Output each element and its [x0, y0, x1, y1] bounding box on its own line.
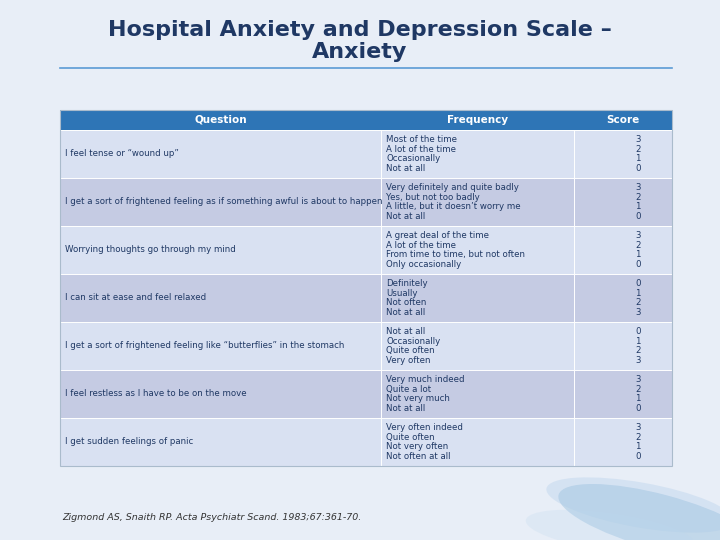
Text: Occasionally: Occasionally [387, 337, 441, 346]
Text: 2: 2 [635, 193, 641, 202]
Text: Quite often: Quite often [387, 346, 435, 355]
Text: 1: 1 [635, 337, 641, 346]
Text: A lot of the time: A lot of the time [387, 241, 456, 249]
Text: 1: 1 [635, 289, 641, 298]
Ellipse shape [546, 477, 720, 532]
Text: 1: 1 [635, 442, 641, 451]
Text: I get a sort of frightened feeling as if something awful is about to happen: I get a sort of frightened feeling as if… [65, 198, 382, 206]
Text: A little, but it doesn’t worry me: A little, but it doesn’t worry me [387, 202, 521, 211]
Text: Yes, but not too badly: Yes, but not too badly [387, 193, 480, 202]
Text: Quite a lot: Quite a lot [387, 384, 431, 394]
Text: 3: 3 [635, 356, 641, 365]
Text: Not often at all: Not often at all [387, 452, 451, 461]
Text: 0: 0 [635, 279, 641, 288]
Text: Very definitely and quite badly: Very definitely and quite badly [387, 183, 519, 192]
Text: 3: 3 [635, 231, 641, 240]
Text: I get sudden feelings of panic: I get sudden feelings of panic [65, 437, 193, 447]
Text: I can sit at ease and feel relaxed: I can sit at ease and feel relaxed [65, 294, 206, 302]
Bar [60, 130, 672, 178]
Text: 0: 0 [635, 164, 641, 173]
Text: Very much indeed: Very much indeed [387, 375, 465, 384]
Text: Not at all: Not at all [387, 212, 426, 221]
Text: 2: 2 [635, 384, 641, 394]
Ellipse shape [526, 510, 694, 540]
Text: 2: 2 [635, 433, 641, 442]
Text: 1: 1 [635, 394, 641, 403]
Text: 0: 0 [635, 452, 641, 461]
Text: Most of the time: Most of the time [387, 135, 457, 144]
Text: I get a sort of frightened feeling like “butterflies” in the stomach: I get a sort of frightened feeling like … [65, 341, 344, 350]
Text: Very often indeed: Very often indeed [387, 423, 463, 432]
Text: Not at all: Not at all [387, 308, 426, 317]
Bar [60, 418, 672, 466]
Text: 0: 0 [635, 260, 641, 269]
Bar [60, 110, 672, 466]
Text: Quite often: Quite often [387, 433, 435, 442]
Text: 2: 2 [635, 145, 641, 154]
Text: Definitely: Definitely [387, 279, 428, 288]
Bar [60, 370, 672, 418]
Text: A lot of the time: A lot of the time [387, 145, 456, 154]
Text: 2: 2 [635, 346, 641, 355]
Text: 0: 0 [635, 327, 641, 336]
Text: Hospital Anxiety and Depression Scale –: Hospital Anxiety and Depression Scale – [108, 20, 612, 40]
Text: Not at all: Not at all [387, 164, 426, 173]
Text: 1: 1 [635, 202, 641, 211]
Bar [60, 110, 672, 130]
Text: 2: 2 [635, 298, 641, 307]
Text: 3: 3 [635, 375, 641, 384]
Text: Only occasionally: Only occasionally [387, 260, 462, 269]
Text: Score: Score [606, 115, 639, 125]
Text: Usually: Usually [387, 289, 418, 298]
Bar [60, 274, 672, 322]
Text: Not at all: Not at all [387, 404, 426, 413]
Text: 1: 1 [635, 154, 641, 163]
Text: 1: 1 [635, 251, 641, 259]
Text: A great deal of the time: A great deal of the time [387, 231, 490, 240]
Text: Worrying thoughts go through my mind: Worrying thoughts go through my mind [65, 246, 235, 254]
Text: Anxiety: Anxiety [312, 42, 408, 62]
Text: 3: 3 [635, 135, 641, 144]
Ellipse shape [558, 484, 720, 540]
Text: I feel tense or “wound up”: I feel tense or “wound up” [65, 150, 179, 159]
Text: Not often: Not often [387, 298, 427, 307]
Text: Not very often: Not very often [387, 442, 449, 451]
Text: 3: 3 [635, 423, 641, 432]
Text: 0: 0 [635, 404, 641, 413]
Text: 3: 3 [635, 183, 641, 192]
Text: Not at all: Not at all [387, 327, 426, 336]
Text: Question: Question [194, 115, 247, 125]
Bar [60, 322, 672, 370]
Bar [60, 178, 672, 226]
Text: 2: 2 [635, 241, 641, 249]
Text: Zigmond AS, Snaith RP. Acta Psychiatr Scand. 1983;67:361-70.: Zigmond AS, Snaith RP. Acta Psychiatr Sc… [62, 514, 361, 523]
Text: Occasionally: Occasionally [387, 154, 441, 163]
Bar [60, 226, 672, 274]
Text: Very often: Very often [387, 356, 431, 365]
Text: I feel restless as I have to be on the move: I feel restless as I have to be on the m… [65, 389, 247, 399]
Text: From time to time, but not often: From time to time, but not often [387, 251, 526, 259]
Text: Frequency: Frequency [447, 115, 508, 125]
Text: Not very much: Not very much [387, 394, 450, 403]
Text: 0: 0 [635, 212, 641, 221]
Text: 3: 3 [635, 308, 641, 317]
